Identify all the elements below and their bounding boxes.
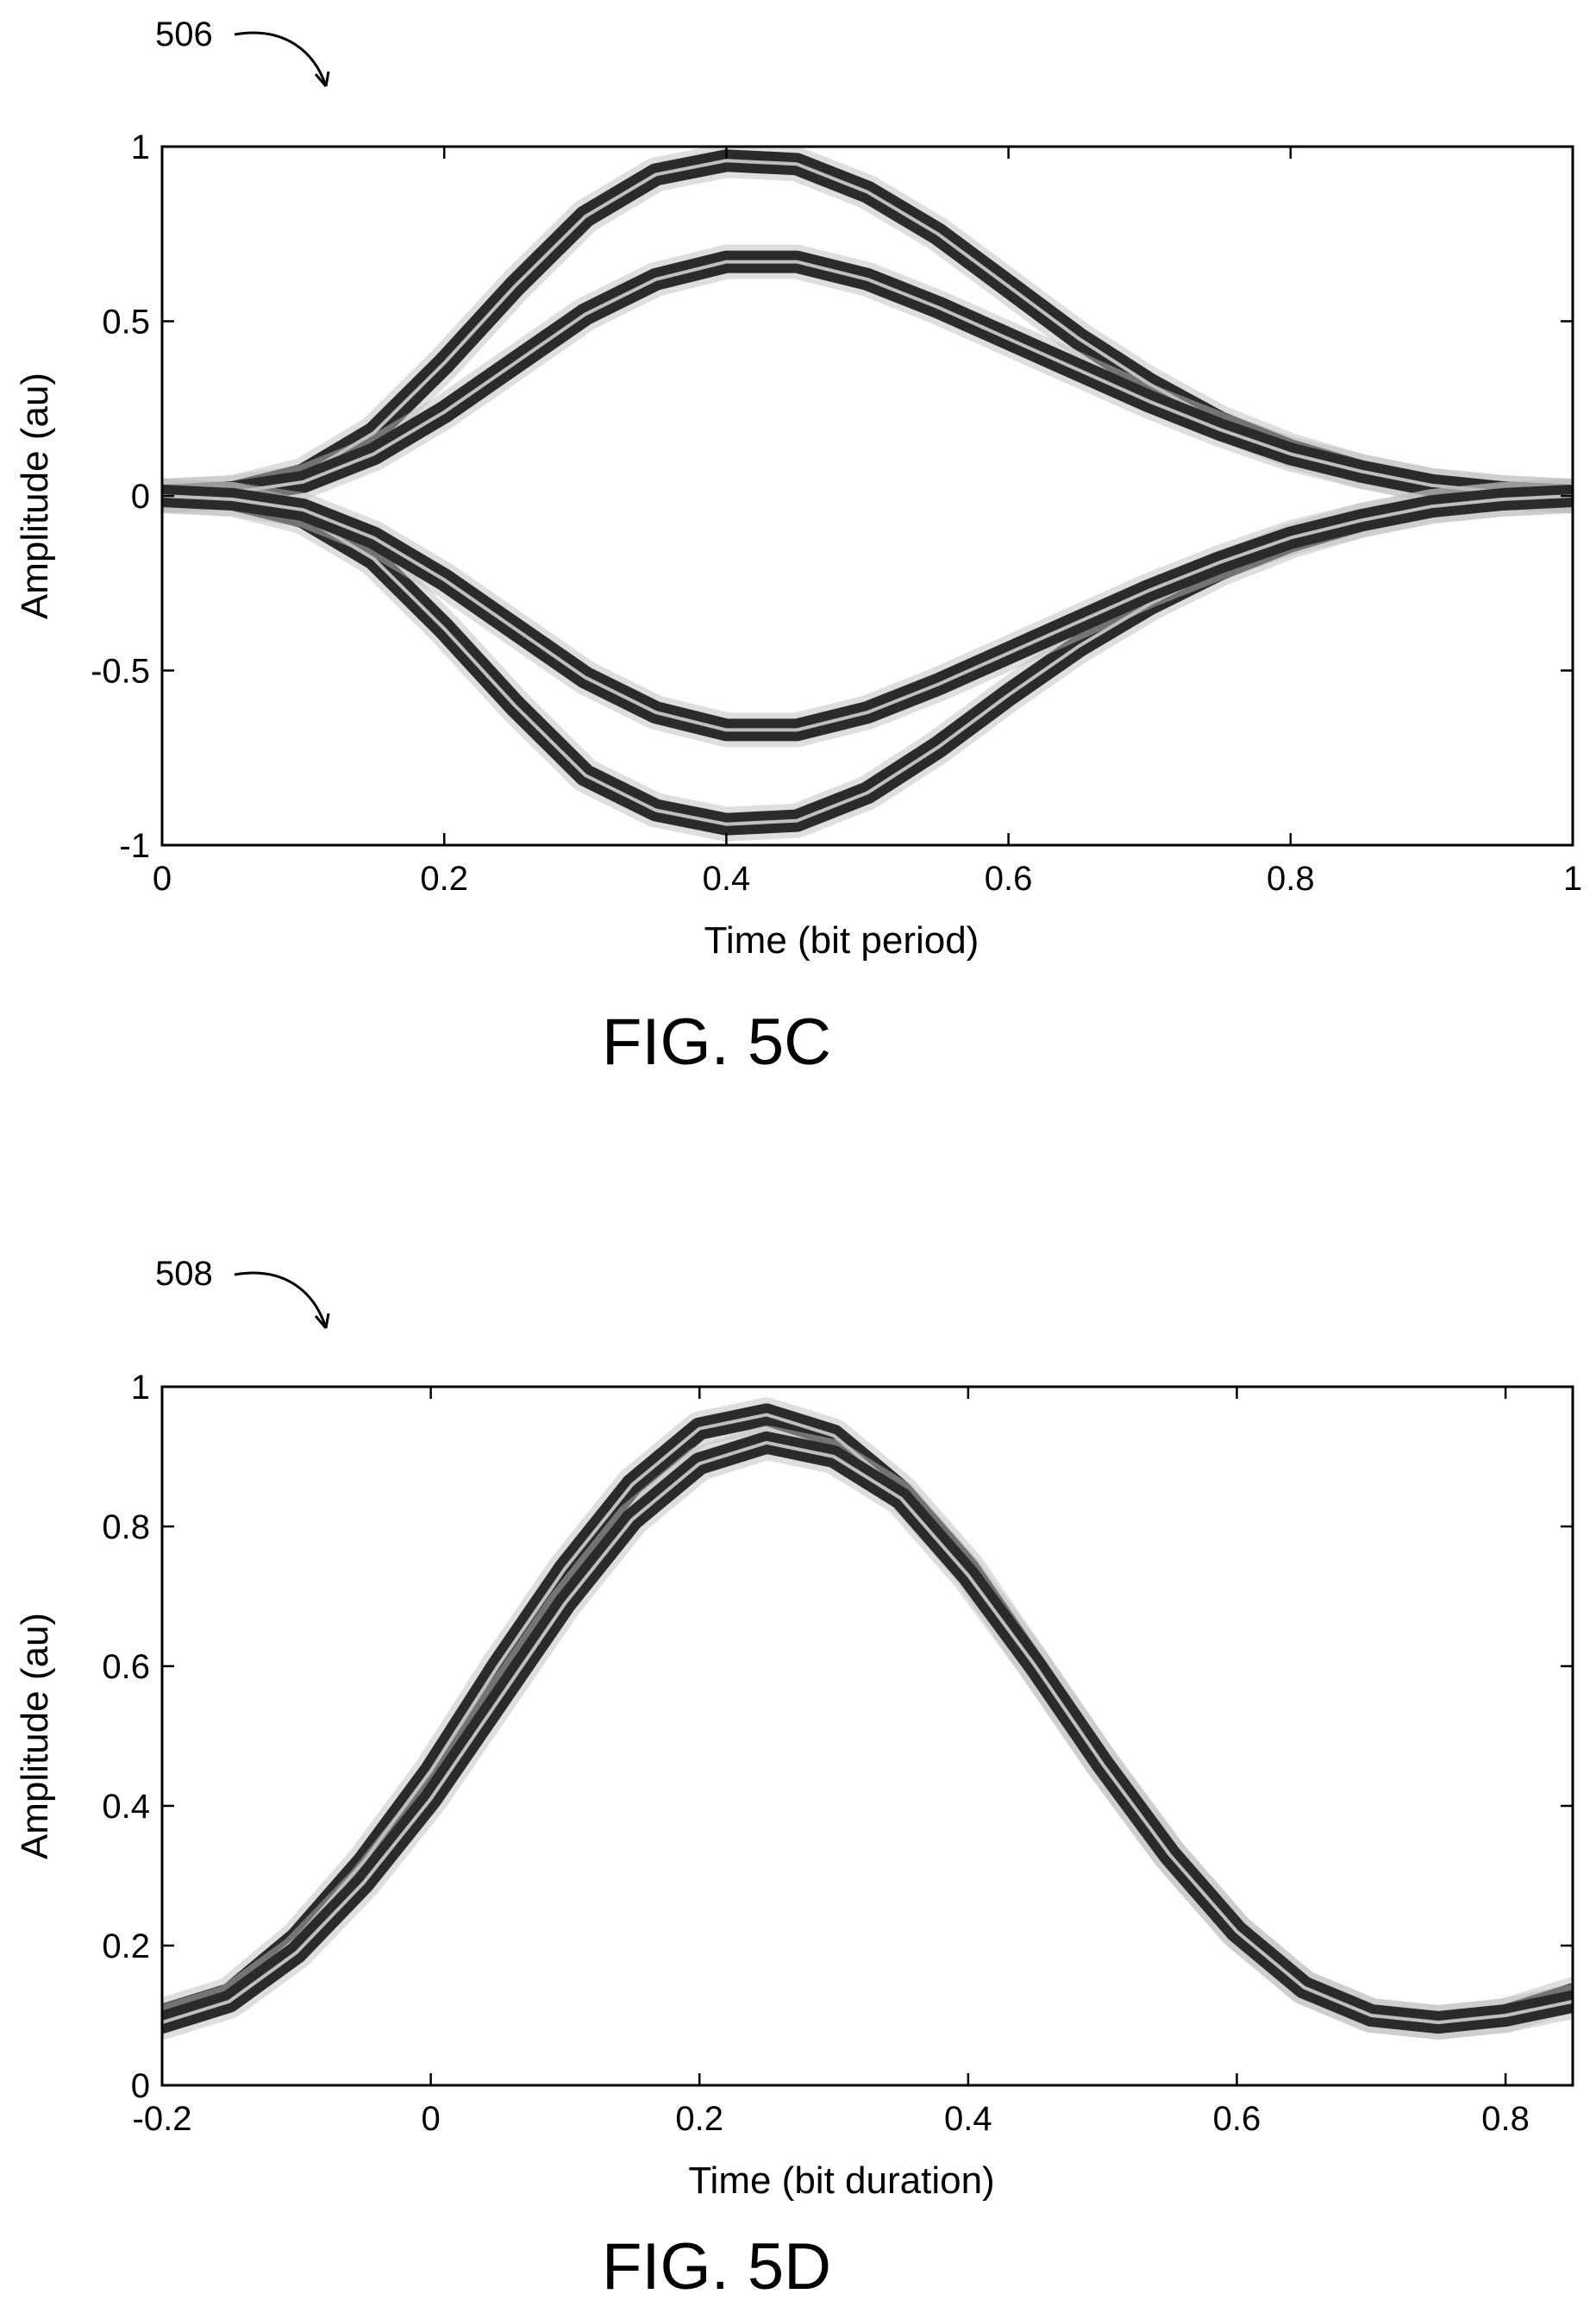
figure-caption-5d: FIG. 5D [602, 2230, 832, 2303]
x-tick-label: 0 [153, 860, 172, 898]
reference-arrowhead-506 [314, 71, 330, 87]
reference-arrow-506 [234, 31, 328, 87]
x-tick-label: 0.6 [985, 860, 1033, 898]
x-axis-title: Time (bit duration) [688, 2159, 994, 2202]
trace-halo-1 [162, 1425, 1573, 2040]
y-axis-title: Amplitude (au) [14, 1613, 56, 1859]
plot-frame [160, 145, 1574, 847]
figure-reference-506: 506 [155, 16, 213, 53]
trace-halo-0 [162, 1397, 1573, 2040]
y-tick-label: 0.6 [102, 1648, 150, 1686]
trace-group [162, 1397, 1573, 2040]
figure-caption-5c: FIG. 5C [602, 1006, 832, 1079]
y-axis-title: Amplitude (au) [14, 373, 56, 619]
x-tick-label: 0.8 [1481, 2100, 1530, 2138]
x-tick-label: 0.2 [420, 860, 468, 898]
y-tick-label: 0.4 [102, 1788, 150, 1826]
y-tick-label: 0 [131, 478, 150, 516]
reference-arrowhead-508 [314, 1313, 330, 1329]
reference-arrow-508 [234, 1271, 328, 1329]
x-tick-label: 1 [1563, 860, 1582, 898]
x-tick-label: 0.6 [1213, 2100, 1261, 2138]
plot-frame [160, 1385, 1574, 2087]
trace-core-3 [162, 494, 1573, 732]
trace-1 [162, 1431, 1573, 2034]
y-tick-label: -0.5 [91, 653, 150, 691]
x-tick-label: -0.2 [133, 2100, 192, 2138]
x-tick-label: 0.4 [703, 860, 751, 898]
trace-core-1 [162, 1440, 1573, 2025]
chart-fig-5c: 0 0.2 0.4 0.6 0.8 1 -1 -0.5 0 0.5 1 Time (bit perio… [14, 128, 1582, 962]
y-tick-label: 1 [131, 128, 150, 166]
trace-group [162, 147, 1573, 842]
x-tick-label: 0.4 [944, 2100, 992, 2138]
x-tick-label: 0 [421, 2100, 440, 2138]
trace-0 [162, 1403, 1573, 2034]
y-tick-label: 0.2 [102, 1927, 150, 1965]
x-tick-label: 0.8 [1267, 860, 1315, 898]
trace-core-0 [162, 1413, 1573, 2025]
figure-reference-508: 508 [155, 1255, 213, 1293]
y-tick-label: -1 [119, 827, 150, 865]
y-tick-label: 0 [131, 2067, 150, 2105]
y-tick-label: 0.8 [102, 1508, 150, 1546]
trace-core-1 [162, 260, 1573, 498]
y-tick-label: 0.5 [102, 304, 150, 342]
x-axis-title: Time (bit period) [704, 919, 980, 962]
y-tick-label: 1 [131, 1369, 150, 1407]
x-tick-label: 0.2 [675, 2100, 723, 2138]
